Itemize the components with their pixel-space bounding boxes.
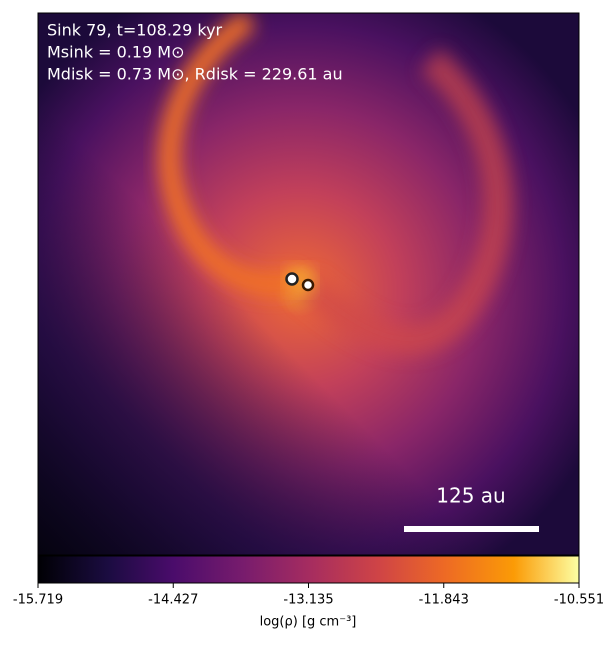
colorbar: [37, 555, 580, 584]
colorbar-tick-label: -15.719: [13, 593, 63, 608]
scale-bar: [404, 526, 539, 532]
colorbar-tick-label: -14.427: [148, 593, 198, 608]
colorbar-label: log(ρ) [g cm⁻³]: [260, 615, 357, 630]
annotation: Mdisk = 0.73 M⊙, Rdisk = 229.61 au: [47, 65, 343, 84]
scale-bar-label: 125 au: [436, 484, 505, 508]
sink-marker: [301, 278, 315, 292]
annotation: Sink 79, t=108.29 kyr: [47, 21, 223, 40]
sink-marker: [285, 272, 299, 286]
colorbar-tick-label: -13.135: [283, 593, 333, 608]
annotation: Msink = 0.19 M⊙: [47, 43, 185, 62]
colorbar-tick-label: -10.551: [554, 593, 604, 608]
frame: [37, 12, 580, 556]
colorbar-tick-label: -11.843: [419, 593, 469, 608]
